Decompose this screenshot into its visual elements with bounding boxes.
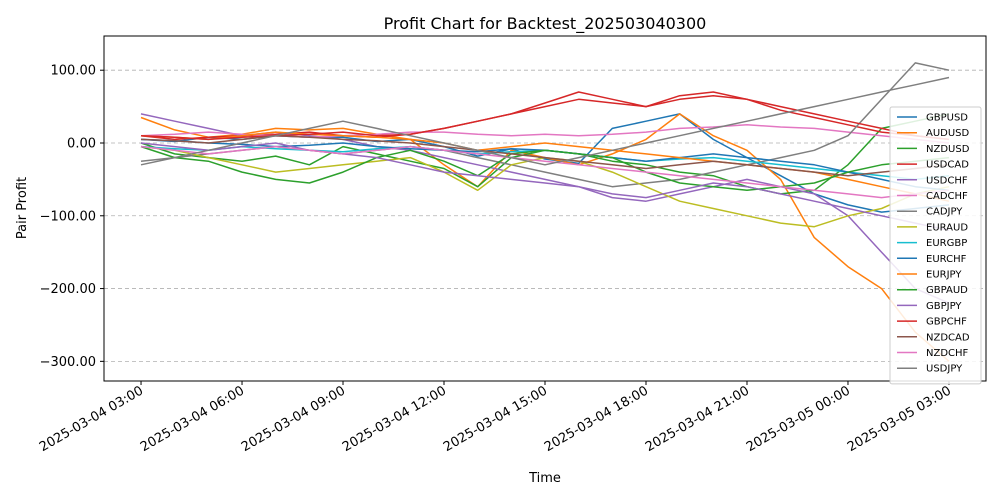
legend-label: EURAUD [926,222,968,233]
series-line-gbpaud [140,145,950,192]
y-tick-label: −200.00 [40,282,96,297]
legend-label: USDCAD [926,160,969,171]
legend-label: GBPUSD [926,113,968,124]
legend-label: NZDUSD [926,144,970,155]
legend: GBPUSD AUDUSD NZDUSD USDCAD USDCHF CADCHF CADJ… [889,106,982,385]
y-tick-label: 100.00 [51,64,97,79]
legend-label: EURCHF [926,254,967,265]
series-line-nzdchf [140,145,950,199]
series-layer [140,62,950,362]
legend-label: GBPCHF [926,317,967,328]
y-tick-label: 0.00 [67,136,96,151]
legend-label: CADJPY [926,207,963,218]
legend-label: GBPJPY [926,301,962,312]
x-axis-title: Time [528,471,561,486]
series-line-usdcad [140,91,950,141]
y-tick-label: −300.00 [40,355,96,370]
legend-label: EURGBP [926,238,967,249]
chart-title: Profit Chart for Backtest_202503040300 [384,14,707,34]
legend-label: USDJPY [926,364,963,375]
y-axis-title: Pair Profit [15,177,30,239]
legend-label: GBPAUD [926,285,968,296]
legend-label: NZDCAD [926,332,970,343]
legend-label: USDCHF [926,175,968,186]
series-line-usdjpy [140,76,950,166]
legend-label: CADCHF [926,191,968,202]
series-line-gbpjpy [140,142,950,232]
legend-label: EURJPY [926,270,962,281]
legend-label: NZDCHF [926,348,969,359]
legend-box [889,106,982,385]
legend-label: AUDUSD [926,128,970,139]
y-axis: 100.00 0.00 −100.00 −200.00 −300.00 [40,64,104,370]
y-tick-label: −100.00 [40,209,96,224]
